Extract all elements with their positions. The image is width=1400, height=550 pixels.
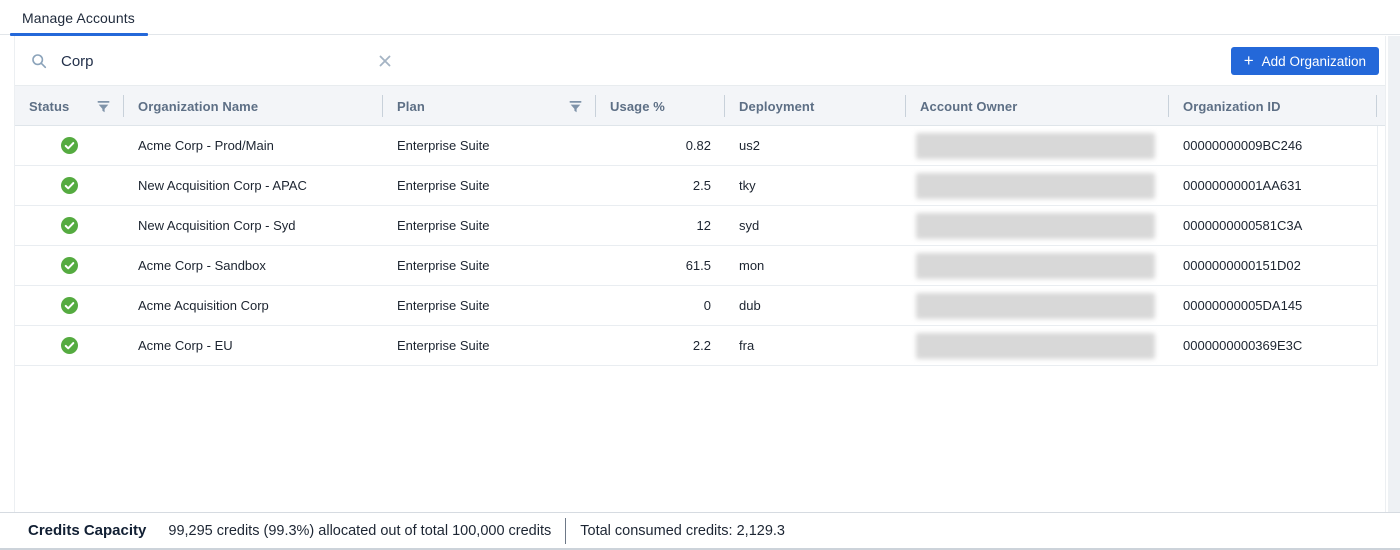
filter-icon[interactable] <box>97 100 110 113</box>
accounts-panel: + Add Organization Status Organization Na… <box>14 36 1386 512</box>
consumed-credits-text: Total consumed credits: 2,129.3 <box>580 522 785 539</box>
organization-name-cell: New Acquisition Corp - Syd <box>138 218 296 233</box>
status-active-icon <box>61 177 78 194</box>
organization-id-cell: 00000000005DA145 <box>1183 298 1303 313</box>
plan-cell: Enterprise Suite <box>397 218 490 233</box>
organization-name-cell: Acme Corp - EU <box>138 338 233 353</box>
organization-id-cell: 0000000000369E3C <box>1183 338 1303 353</box>
deployment-cell: syd <box>739 218 760 233</box>
status-cell <box>15 246 124 285</box>
account-owner-cell <box>906 286 1169 325</box>
deployment-cell: dub <box>739 298 761 313</box>
column-label: Deployment <box>739 98 815 114</box>
usage-cell: 0 <box>703 298 711 313</box>
add-organization-button[interactable]: + Add Organization <box>1230 47 1379 75</box>
column-header-organization-name: Organization Name <box>124 86 383 126</box>
plan-cell: Enterprise Suite <box>397 178 490 193</box>
usage-cell: 61.5 <box>685 258 711 273</box>
organization-id-cell: 00000000009BC246 <box>1183 138 1303 153</box>
status-cell <box>15 126 124 165</box>
credits-allocation-text: 99,295 credits (99.3%) allocated out of … <box>168 522 552 539</box>
footer-divider <box>565 517 567 544</box>
status-active-icon <box>61 337 78 354</box>
status-cell <box>15 326 124 365</box>
column-header-plan: Plan <box>383 86 596 126</box>
active-tab-indicator <box>10 33 148 36</box>
add-organization-label: Add Organization <box>1261 53 1366 69</box>
deployment-cell: tky <box>739 178 756 193</box>
deployment-cell: fra <box>739 338 755 353</box>
organization-name-cell: Acme Corp - Sandbox <box>138 258 266 273</box>
status-active-icon <box>61 137 78 154</box>
redacted-account-owner <box>916 172 1155 199</box>
column-label: Usage % <box>610 98 665 114</box>
table-row[interactable]: New Acquisition Corp - Syd Enterprise Su… <box>15 206 1378 246</box>
status-cell <box>15 166 124 205</box>
status-cell <box>15 286 124 325</box>
organization-id-cell: 0000000000581C3A <box>1183 218 1303 233</box>
table-row[interactable]: Acme Corp - EU Enterprise Suite 2.2 fra … <box>15 326 1378 366</box>
deployment-cell: mon <box>739 258 765 273</box>
page-gutter <box>1388 36 1400 512</box>
table-row[interactable]: Acme Acquisition Corp Enterprise Suite 0… <box>15 286 1378 326</box>
status-active-icon <box>61 297 78 314</box>
organization-name-cell: Acme Corp - Prod/Main <box>138 138 274 153</box>
search-bar: + Add Organization <box>15 36 1385 86</box>
tab-bar: Manage Accounts <box>0 0 1400 36</box>
column-header-status: Status <box>15 86 124 126</box>
table-row[interactable]: Acme Corp - Sandbox Enterprise Suite 61.… <box>15 246 1378 286</box>
credits-capacity-label: Credits Capacity <box>28 522 147 539</box>
organization-id-cell: 0000000000151D02 <box>1183 258 1301 273</box>
redacted-account-owner <box>916 132 1155 159</box>
usage-cell: 12 <box>696 218 711 233</box>
plan-cell: Enterprise Suite <box>397 338 490 353</box>
clear-search-icon[interactable] <box>378 54 392 68</box>
column-header-usage: Usage % <box>596 86 725 126</box>
redacted-account-owner <box>916 212 1155 239</box>
status-cell <box>15 206 124 245</box>
table-body: Acme Corp - Prod/Main Enterprise Suite 0… <box>15 126 1385 366</box>
plan-cell: Enterprise Suite <box>397 258 490 273</box>
column-label: Organization ID <box>1183 98 1281 114</box>
credits-footer: Credits Capacity 99,295 credits (99.3%) … <box>0 512 1400 550</box>
column-header-deployment: Deployment <box>725 86 906 126</box>
usage-cell: 2.5 <box>692 178 711 193</box>
usage-cell: 2.2 <box>692 338 711 353</box>
search-icon <box>31 53 47 74</box>
search-input[interactable] <box>61 36 361 86</box>
organization-name-cell: Acme Acquisition Corp <box>138 298 269 313</box>
redacted-account-owner <box>916 332 1155 359</box>
tab-manage-accounts[interactable]: Manage Accounts <box>10 0 148 36</box>
column-header-account-owner: Account Owner <box>906 86 1169 126</box>
column-label: Status <box>29 98 70 114</box>
plan-cell: Enterprise Suite <box>397 298 490 313</box>
account-owner-cell <box>906 326 1169 365</box>
account-owner-cell <box>906 126 1169 165</box>
deployment-cell: us2 <box>739 138 760 153</box>
column-label: Plan <box>397 98 425 114</box>
column-label: Account Owner <box>920 98 1018 114</box>
table-header-row: Status Organization Name Plan Usage % Deploy… <box>15 86 1385 126</box>
account-owner-cell <box>906 206 1169 245</box>
status-active-icon <box>61 217 78 234</box>
plan-cell: Enterprise Suite <box>397 138 490 153</box>
tab-label: Manage Accounts <box>22 9 135 26</box>
table-row[interactable]: Acme Corp - Prod/Main Enterprise Suite 0… <box>15 126 1378 166</box>
column-header-organization-id: Organization ID <box>1169 86 1377 126</box>
filter-icon[interactable] <box>569 100 582 113</box>
table-row[interactable]: New Acquisition Corp - APAC Enterprise S… <box>15 166 1378 206</box>
column-label: Organization Name <box>138 98 259 114</box>
plus-icon: + <box>1243 50 1254 70</box>
redacted-account-owner <box>916 252 1155 279</box>
redacted-account-owner <box>916 292 1155 319</box>
organization-id-cell: 00000000001AA631 <box>1183 178 1302 193</box>
usage-cell: 0.82 <box>685 138 711 153</box>
status-active-icon <box>61 257 78 274</box>
organization-name-cell: New Acquisition Corp - APAC <box>138 178 307 193</box>
account-owner-cell <box>906 246 1169 285</box>
account-owner-cell <box>906 166 1169 205</box>
